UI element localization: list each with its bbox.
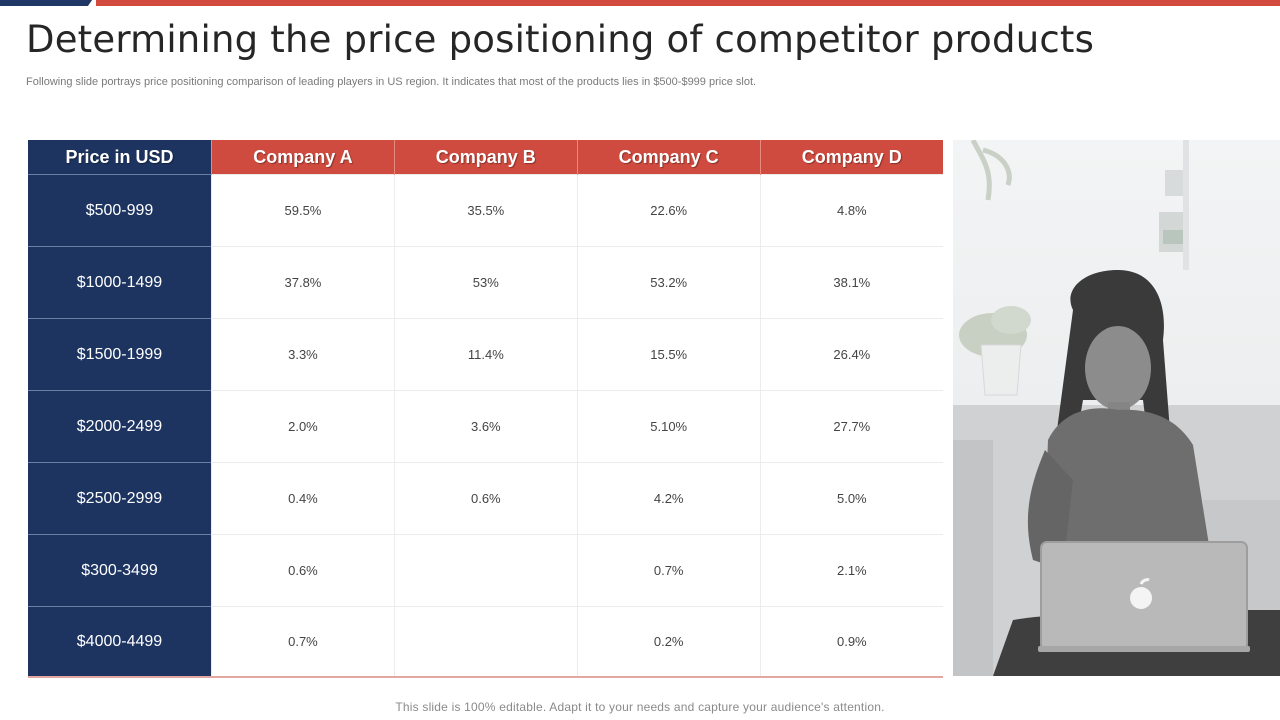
value-cell: 0.7% (211, 606, 395, 677)
value-cell: 0.6% (211, 534, 395, 607)
value-cell: 2.1% (759, 534, 943, 607)
value-cell: 53% (393, 246, 578, 319)
value-cell: 38.1% (759, 246, 943, 319)
value-cell: 4.2% (576, 462, 761, 535)
header-company-a: Company A (211, 140, 395, 175)
value-cell: 59.5% (211, 174, 395, 247)
value-cell: 53.2% (576, 246, 761, 319)
table-row: $4000-4499 0.7% 0.2% 0.9% (28, 606, 943, 677)
table-row: $300-3499 0.6% 0.7% 2.1% (28, 534, 943, 607)
value-cell: 35.5% (393, 174, 578, 247)
slide-footer-note: This slide is 100% editable. Adapt it to… (395, 700, 885, 714)
price-range-cell: $1000-1499 (28, 246, 212, 319)
value-cell: 0.7% (576, 534, 761, 607)
value-cell: 5.10% (576, 390, 761, 463)
slide-title: Determining the price positioning of com… (26, 18, 1095, 61)
value-cell: 3.3% (211, 318, 395, 391)
value-cell: 0.4% (211, 462, 395, 535)
header-company-d: Company D (759, 140, 943, 175)
value-cell: 4.8% (759, 174, 943, 247)
value-cell: 0.9% (759, 606, 943, 677)
header-company-b: Company B (393, 140, 578, 175)
value-cell: 22.6% (576, 174, 761, 247)
value-cell: 27.7% (759, 390, 943, 463)
value-cell: 11.4% (393, 318, 578, 391)
table-row: $1500-1999 3.3% 11.4% 15.5% 26.4% (28, 318, 943, 391)
value-cell: 3.6% (393, 390, 578, 463)
value-cell (393, 606, 578, 677)
top-accent-bar (0, 0, 1280, 6)
slide-subtitle: Following slide portrays price positioni… (26, 76, 757, 88)
price-range-cell: $2500-2999 (28, 462, 212, 535)
value-cell: 0.6% (393, 462, 578, 535)
value-cell (393, 534, 578, 607)
header-price-in-usd: Price in USD (28, 140, 212, 175)
price-range-cell: $300-3499 (28, 534, 212, 607)
value-cell: 5.0% (759, 462, 943, 535)
table-row: $500-999 59.5% 35.5% 22.6% 4.8% (28, 174, 943, 247)
woman-with-laptop-photo (953, 140, 1280, 676)
table-row: $2500-2999 0.4% 0.6% 4.2% 5.0% (28, 462, 943, 535)
price-positioning-table: Price in USD Company A Company B Company… (28, 140, 943, 678)
value-cell: 2.0% (211, 390, 395, 463)
value-cell: 15.5% (576, 318, 761, 391)
value-cell: 0.2% (576, 606, 761, 677)
value-cell: 26.4% (759, 318, 943, 391)
table-header-row: Price in USD Company A Company B Company… (28, 140, 943, 175)
value-cell: 37.8% (211, 246, 395, 319)
price-range-cell: $1500-1999 (28, 318, 212, 391)
table-row: $2000-2499 2.0% 3.6% 5.10% 27.7% (28, 390, 943, 463)
header-company-c: Company C (576, 140, 761, 175)
price-range-cell: $4000-4499 (28, 606, 212, 677)
price-range-cell: $500-999 (28, 174, 212, 247)
price-range-cell: $2000-2499 (28, 390, 212, 463)
table-row: $1000-1499 37.8% 53% 53.2% 38.1% (28, 246, 943, 319)
